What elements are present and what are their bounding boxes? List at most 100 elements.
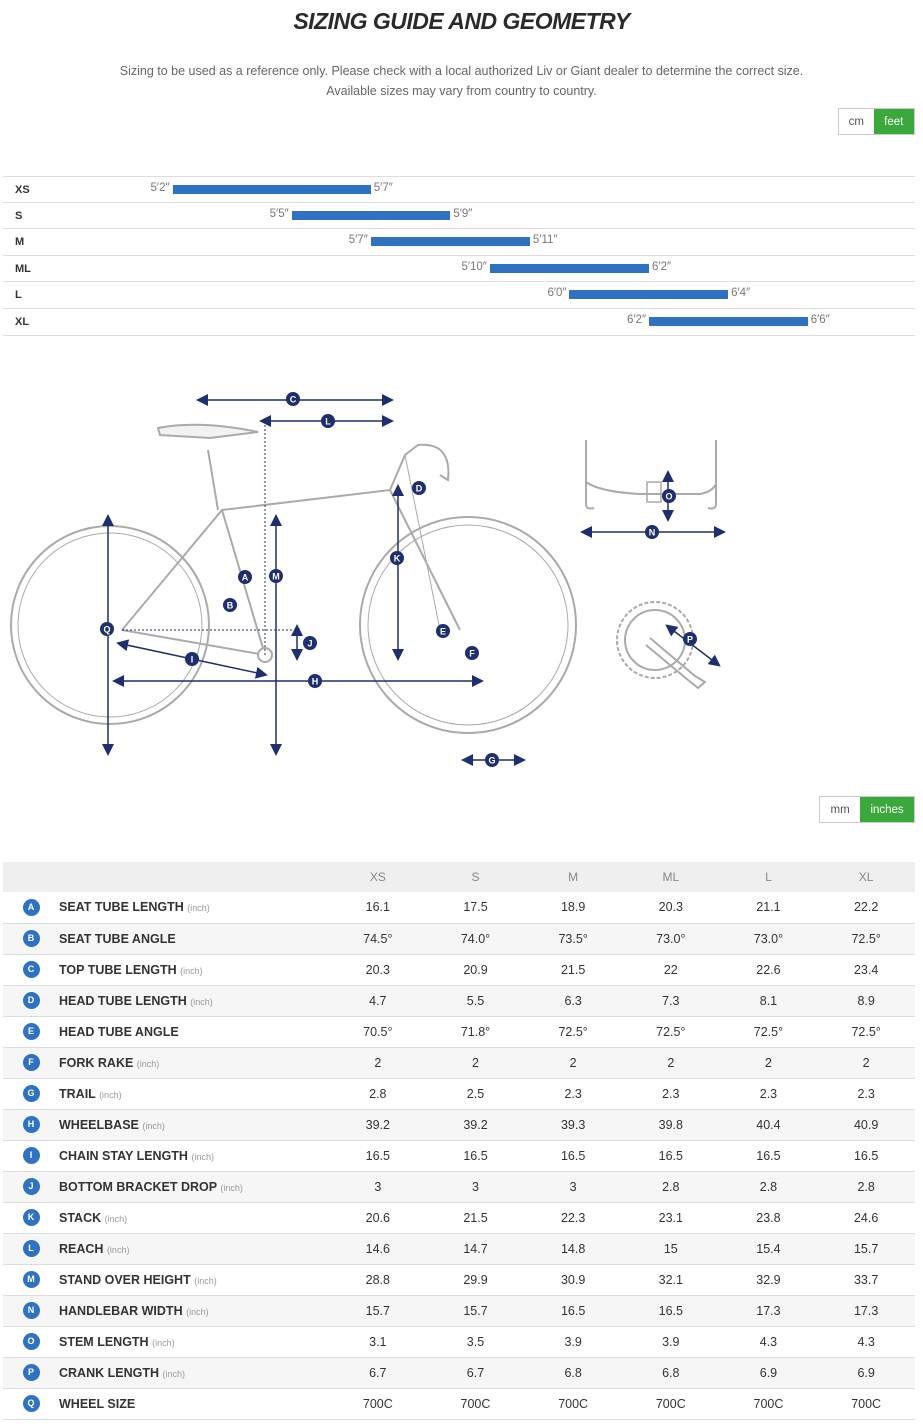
height-min-label: 6′0″ — [547, 287, 567, 300]
diagram-badge-i — [185, 652, 199, 666]
geometry-value-cell: 72.5° — [719, 1016, 818, 1048]
geometry-value-cell: 73.0° — [719, 923, 818, 955]
geometry-value-cell: 71.8° — [426, 1016, 525, 1048]
diagram-badge-d — [412, 481, 426, 495]
geometry-value-cell: 6.7 — [329, 1357, 427, 1389]
geometry-row-q: Q WHEEL SIZE 700C 700C 700C 700C 700C 700C — [3, 1388, 915, 1420]
row-unit: (inch) — [187, 903, 210, 914]
height-size-label: S — [15, 209, 23, 222]
geometry-value-cell: 32.1 — [621, 1264, 720, 1296]
diagram-badge-letter: L — [325, 417, 331, 427]
geometry-value-cell: 2.8 — [621, 1171, 720, 1203]
letter-badge-icon: C — [22, 961, 40, 978]
height-row-l: L 6′0″ 6′4″ — [3, 282, 915, 309]
size-column-header: XS — [329, 862, 427, 892]
geometry-value-cell: 15.4 — [719, 1233, 818, 1265]
geometry-value-cell: 3 — [426, 1171, 525, 1203]
letter-badge-icon: B — [22, 930, 40, 947]
subtitle-line-1: Sizing to be used as a reference only. P… — [119, 64, 804, 78]
geometry-value-cell: 2 — [329, 1047, 427, 1079]
height-max-label: 6′4″ — [731, 287, 751, 300]
geometry-value-cell: 15.7 — [329, 1295, 427, 1327]
geometry-value-cell: 700C — [817, 1388, 915, 1420]
row-label-cell: HEAD TUBE LENGTH (inch) — [59, 985, 329, 1017]
geometry-value-cell: 22.6 — [719, 954, 818, 986]
geometry-value-cell: 3.1 — [329, 1326, 427, 1358]
diagram-badge-c — [286, 392, 300, 406]
geometry-value-cell: 73.5° — [524, 923, 622, 955]
geometry-value-cell: 2.3 — [524, 1078, 622, 1110]
geometry-value-cell: 6.8 — [621, 1357, 720, 1389]
geometry-unit-toggle: mm inches — [819, 796, 915, 823]
height-max-label: 5′11″ — [532, 234, 558, 247]
front-wheel — [359, 516, 577, 734]
geometry-value-cell: 17.5 — [426, 892, 525, 924]
row-letter-cell: L — [3, 1233, 59, 1265]
geometry-value-cell: 40.4 — [719, 1109, 818, 1141]
geometry-row-f: F FORK RAKE (inch) 2 2 2 2 2 2 — [3, 1047, 915, 1079]
row-unit: (inch) — [194, 1275, 217, 1286]
geometry-value-cell: 18.9 — [524, 892, 622, 924]
row-label: HANDLEBAR WIDTH — [59, 1303, 183, 1318]
row-label-cell: TOP TUBE LENGTH (inch) — [59, 954, 329, 986]
geometry-value-cell: 2.3 — [719, 1078, 818, 1110]
row-label: CHAIN STAY LENGTH — [59, 1148, 188, 1163]
geometry-value-cell: 39.2 — [426, 1109, 525, 1141]
height-unit-toggle: cm feet — [838, 108, 915, 135]
geometry-unit-mm-button[interactable]: mm — [820, 797, 861, 822]
geometry-value-cell: 16.5 — [524, 1140, 622, 1172]
geometry-value-cell: 32.9 — [719, 1264, 818, 1296]
diagram-badge-m — [269, 569, 283, 583]
geometry-value-cell: 6.9 — [817, 1357, 915, 1389]
geometry-value-cell: 4.3 — [817, 1326, 915, 1358]
row-label: BOTTOM BRACKET DROP — [59, 1179, 217, 1194]
row-label-cell: BOTTOM BRACKET DROP (inch) — [59, 1171, 329, 1203]
letter-badge-icon: H — [22, 1116, 40, 1133]
geometry-value-cell: 2.8 — [329, 1078, 427, 1110]
height-size-label: ML — [15, 262, 31, 275]
geometry-value-cell: 6.3 — [524, 985, 622, 1017]
row-label: STACK — [59, 1210, 102, 1225]
row-letter-cell: B — [3, 923, 59, 955]
geometry-value-cell: 14.8 — [524, 1233, 622, 1265]
geometry-value-cell: 700C — [329, 1388, 427, 1420]
geometry-unit-inches-button[interactable]: inches — [860, 797, 914, 822]
geometry-value-cell: 17.3 — [817, 1295, 915, 1327]
diagram-badge-p — [683, 632, 697, 646]
height-size-label: XL — [15, 315, 30, 328]
row-letter-cell: P — [3, 1357, 59, 1389]
geometry-value-cell: 72.5° — [524, 1016, 622, 1048]
geometry-value-cell: 2 — [817, 1047, 915, 1079]
row-label-cell: WHEELBASE (inch) — [59, 1109, 329, 1141]
geometry-row-c: C TOP TUBE LENGTH (inch) 20.3 20.9 21.5 22 22.… — [3, 954, 915, 986]
geometry-value-cell: 74.5° — [329, 923, 427, 955]
geometry-value-cell: 30.9 — [524, 1264, 622, 1296]
diagram-badge-letter: D — [416, 484, 423, 494]
letter-badge-icon: O — [22, 1333, 40, 1350]
geometry-value-cell: 21.5 — [426, 1202, 525, 1234]
size-column-header: ML — [621, 862, 720, 892]
geometry-value-cell: 24.6 — [817, 1202, 915, 1234]
page-subtitle: Sizing to be used as a reference only. P… — [0, 61, 923, 101]
row-letter-cell: I — [3, 1140, 59, 1172]
geometry-row-p: P CRANK LENGTH (inch) 6.7 6.7 6.8 6.8 6.9 6.9 — [3, 1357, 915, 1389]
diagram-badge-b — [223, 598, 237, 612]
geometry-value-cell: 15.7 — [817, 1233, 915, 1265]
geometry-value-cell: 2.3 — [817, 1078, 915, 1110]
row-letter-cell: G — [3, 1078, 59, 1110]
geometry-value-cell: 23.4 — [817, 954, 915, 986]
geometry-row-d: D HEAD TUBE LENGTH (inch) 4.7 5.5 6.3 7.3 8.1 8… — [3, 985, 915, 1017]
diagram-badge-letter: E — [440, 627, 446, 637]
geometry-value-cell: 700C — [621, 1388, 720, 1420]
height-size-label: XS — [15, 184, 30, 196]
height-unit-cm-button[interactable]: cm — [839, 109, 874, 134]
row-label: TRAIL — [59, 1086, 96, 1101]
row-label-cell: SEAT TUBE ANGLE — [59, 923, 329, 955]
geometry-value-cell: 74.0° — [426, 923, 525, 955]
diagram-badge-o — [662, 489, 676, 503]
row-letter-cell: K — [3, 1202, 59, 1234]
diagram-badge-letter: N — [649, 528, 656, 538]
row-label: SEAT TUBE LENGTH — [59, 900, 184, 915]
height-unit-feet-button[interactable]: feet — [873, 109, 914, 134]
geometry-value-cell: 8.1 — [719, 985, 818, 1017]
